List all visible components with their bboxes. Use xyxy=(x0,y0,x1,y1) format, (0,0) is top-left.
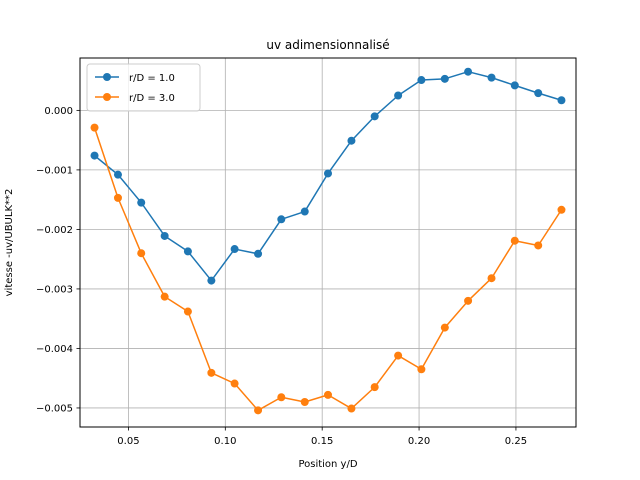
data-point xyxy=(300,207,309,216)
data-point xyxy=(230,245,239,254)
data-point xyxy=(440,323,449,332)
data-point xyxy=(160,231,169,240)
y-tick-label: −0.001 xyxy=(36,165,73,176)
legend-marker xyxy=(103,93,111,101)
data-point xyxy=(487,274,496,283)
data-point xyxy=(417,76,426,85)
data-point xyxy=(394,351,403,360)
data-point xyxy=(277,393,286,402)
data-point xyxy=(370,383,379,392)
data-point xyxy=(557,96,566,105)
x-tick-label: 0.10 xyxy=(214,436,236,447)
y-axis-label: vitesse -uv/UBULK**2 xyxy=(4,189,15,297)
data-point xyxy=(440,74,449,83)
data-point xyxy=(394,91,403,100)
series-layer xyxy=(90,67,566,415)
series-1 xyxy=(90,67,566,285)
series-2 xyxy=(90,123,566,415)
data-point xyxy=(183,307,192,316)
data-point xyxy=(254,249,263,258)
data-point xyxy=(113,193,122,202)
data-point xyxy=(300,398,309,407)
data-point xyxy=(510,81,519,90)
legend: r/D = 1.0 r/D = 3.0 xyxy=(86,63,201,112)
data-point xyxy=(557,205,566,214)
y-tick-label: −0.003 xyxy=(36,284,73,295)
data-point xyxy=(137,249,146,258)
legend-label: r/D = 1.0 xyxy=(129,73,175,84)
data-point xyxy=(347,404,356,413)
data-point xyxy=(183,247,192,256)
data-point xyxy=(277,215,286,224)
data-point xyxy=(417,365,426,374)
legend-box xyxy=(86,63,201,112)
data-point xyxy=(324,169,332,178)
x-axis-label: Position y/D xyxy=(298,459,357,470)
x-tick-label: 0.20 xyxy=(408,436,430,447)
y-tick-label: −0.004 xyxy=(36,344,73,355)
data-point xyxy=(370,112,379,121)
data-point xyxy=(137,198,146,207)
x-tick-label: 0.15 xyxy=(311,436,333,447)
data-point xyxy=(464,67,473,76)
data-point xyxy=(487,73,496,82)
data-point xyxy=(230,379,239,388)
data-point xyxy=(207,276,216,285)
y-tick-label: −0.002 xyxy=(36,225,73,236)
chart-title: uv adimensionnalisé xyxy=(266,38,389,52)
data-point xyxy=(207,368,216,377)
data-point xyxy=(324,390,332,399)
x-tick-label: 0.25 xyxy=(505,436,527,447)
data-point xyxy=(254,406,263,415)
data-point xyxy=(90,151,99,160)
legend-marker xyxy=(103,73,111,81)
data-point xyxy=(464,296,473,305)
data-point xyxy=(90,123,99,132)
data-point xyxy=(534,241,543,250)
x-tick-label: 0.05 xyxy=(117,436,139,447)
ticks: 0.05 0.10 0.15 0.20 0.25 0.000 −0.001 −0.002 −0.… xyxy=(36,106,527,447)
grid xyxy=(80,58,576,427)
legend-label: r/D = 3.0 xyxy=(129,93,175,104)
y-tick-label: 0.000 xyxy=(44,106,73,117)
data-point xyxy=(534,89,543,98)
data-point xyxy=(160,292,169,301)
data-point xyxy=(347,136,356,145)
data-point xyxy=(510,236,519,245)
data-point xyxy=(113,170,122,179)
plot-frame xyxy=(79,57,577,428)
y-tick-label: −0.005 xyxy=(36,403,73,414)
